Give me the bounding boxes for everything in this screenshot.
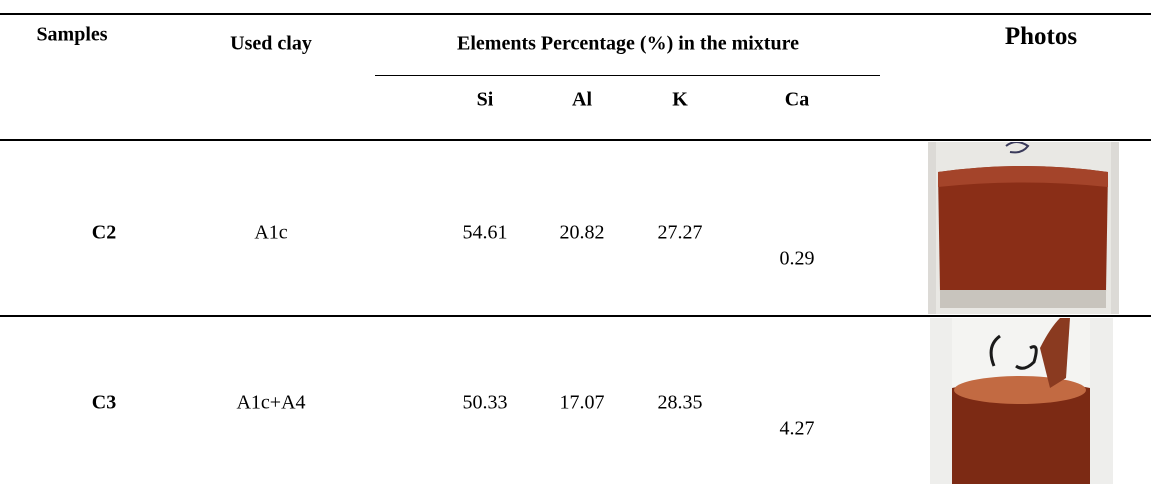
subheader-cell: K <box>672 88 688 111</box>
photo <box>928 142 1119 314</box>
value-cell: 28.35 <box>657 391 703 414</box>
header-cell: Used clay <box>230 32 312 55</box>
sample-cell: C2 <box>91 221 117 244</box>
subheader-cell: Si <box>476 88 494 111</box>
value-cell: 54.61 <box>462 221 508 244</box>
header-rule <box>0 139 1151 141</box>
header-cell: Photos <box>1004 23 1078 50</box>
header-cell: Elements Percentage (%) in the mixture <box>457 32 799 55</box>
subheader-cell: Al <box>572 88 592 111</box>
sample-cell: C3 <box>91 391 117 414</box>
value-cell: 0.29 <box>779 247 815 270</box>
top-rule <box>0 13 1151 15</box>
group-rule <box>375 75 880 76</box>
clay-cell: A1c <box>254 221 288 244</box>
value-cell: 20.82 <box>559 221 605 244</box>
value-cell: 4.27 <box>779 417 815 440</box>
row-rule <box>0 315 1151 317</box>
subheader-cell: Ca <box>784 88 810 111</box>
value-cell: 50.33 <box>462 391 508 414</box>
clay-cell: A1c+A4 <box>236 391 306 414</box>
photo <box>930 318 1113 484</box>
header-cell: Samples <box>36 23 108 46</box>
value-cell: 27.27 <box>657 221 703 244</box>
value-cell: 17.07 <box>559 391 605 414</box>
